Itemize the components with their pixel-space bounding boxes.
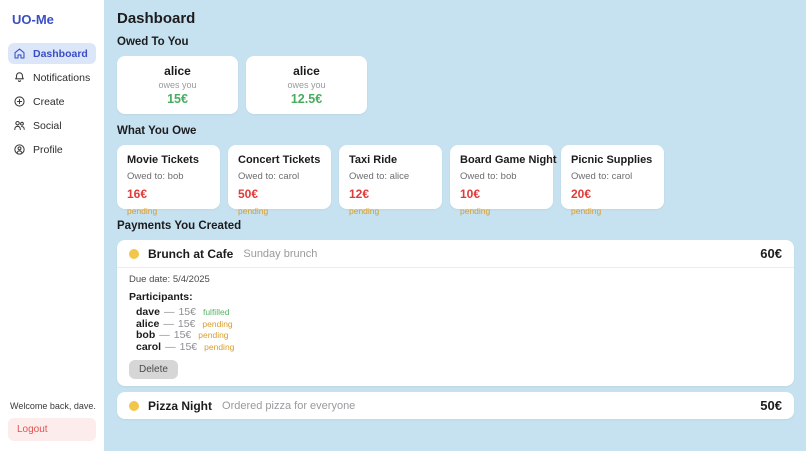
sidebar-item-profile[interactable]: Profile bbox=[8, 139, 96, 160]
debtor-name: alice bbox=[293, 64, 320, 78]
participant-amount: 15€ bbox=[178, 306, 196, 318]
owed-to-text: Owed to: bob bbox=[127, 171, 184, 182]
payment-description: Ordered pizza for everyone bbox=[222, 399, 356, 412]
owed-to-text: Owed to: carol bbox=[238, 171, 300, 182]
participant-row: dave — 15€ fulfilled bbox=[129, 306, 782, 319]
separator: — bbox=[163, 317, 174, 330]
participant-amount: 15€ bbox=[179, 340, 198, 353]
owe-title: Movie Tickets bbox=[127, 154, 199, 166]
separator: — bbox=[165, 340, 176, 353]
owed-amount: 15€ bbox=[167, 92, 188, 106]
debtor-name: alice bbox=[164, 64, 191, 78]
owed-to-text: Owed to: bob bbox=[460, 171, 517, 182]
welcome-message: Welcome back, dave. bbox=[10, 401, 96, 411]
owe-title: Taxi Ride bbox=[349, 154, 398, 166]
plus-circle-icon bbox=[13, 95, 26, 108]
separator: — bbox=[163, 306, 175, 318]
participant-status: pending bbox=[202, 318, 233, 329]
owed-to-you-card: alice owes you 12.5€ bbox=[246, 56, 367, 114]
participant-status: fulfilled bbox=[202, 307, 230, 317]
sidebar-item-social[interactable]: Social bbox=[8, 115, 96, 136]
due-date: Due date: 5/4/2025 bbox=[129, 274, 210, 285]
owes-you-label: owes you bbox=[158, 80, 197, 90]
separator: — bbox=[159, 329, 170, 341]
owe-amount: 16€ bbox=[127, 187, 148, 201]
owes-you-label: owes you bbox=[287, 80, 326, 90]
sidebar-item-label: Create bbox=[33, 95, 65, 108]
status-badge: pending bbox=[127, 206, 158, 216]
what-you-owe-heading: What You Owe bbox=[117, 125, 197, 137]
user-circle-icon bbox=[13, 143, 26, 156]
payments-created-heading: Payments You Created bbox=[117, 220, 242, 232]
pending-dot-icon bbox=[129, 248, 139, 259]
participant-name: carol bbox=[136, 340, 162, 353]
owe-card: Movie Tickets Owed to: bob 16€ pending bbox=[117, 145, 220, 216]
sidebar-item-create[interactable]: Create bbox=[8, 91, 96, 112]
owe-card: Concert Tickets Owed to: carol 50€ pendi… bbox=[228, 145, 331, 216]
sidebar-item-label: Social bbox=[33, 119, 62, 132]
payment-title: Pizza Night bbox=[148, 398, 213, 413]
sidebar-item-notifications[interactable]: Notifications bbox=[8, 67, 96, 88]
participant-amount: 15€ bbox=[173, 329, 192, 341]
logout-button[interactable]: Logout bbox=[8, 418, 96, 441]
payment-header-row[interactable]: Brunch at Cafe Sunday brunch 60€ bbox=[117, 240, 794, 267]
page-title: Dashboard bbox=[117, 10, 196, 27]
owe-title: Concert Tickets bbox=[238, 154, 321, 166]
payment-amount: 60€ bbox=[760, 246, 782, 261]
status-badge: pending bbox=[238, 206, 269, 216]
payment-card-brunch: Brunch at Cafe Sunday brunch 60€ Due dat… bbox=[117, 240, 794, 386]
payment-header-row[interactable]: Pizza Night Ordered pizza for everyone 5… bbox=[117, 392, 794, 419]
owe-amount: 12€ bbox=[349, 187, 370, 201]
status-badge: pending bbox=[571, 206, 602, 216]
sidebar-item-label: Profile bbox=[33, 143, 63, 156]
owe-title: Picnic Supplies bbox=[571, 154, 653, 166]
status-badge: pending bbox=[349, 206, 380, 216]
owed-to-you-list: alice owes you 15€ alice owes you 12.5€ bbox=[117, 56, 794, 114]
sidebar-nav: Dashboard Notifications bbox=[8, 43, 96, 160]
owe-card: Picnic Supplies Owed to: carol 20€ pendi… bbox=[561, 145, 664, 216]
payment-card-pizza: Pizza Night Ordered pizza for everyone 5… bbox=[117, 392, 794, 419]
owe-amount: 50€ bbox=[238, 187, 259, 201]
participant-row: alice — 15€ pending bbox=[129, 317, 782, 331]
owed-to-you-heading: Owed To You bbox=[117, 36, 189, 48]
sidebar: UO-Me Dashboard Notifications bbox=[0, 0, 104, 451]
participant-name: alice bbox=[136, 317, 160, 330]
owed-to-text: Owed to: alice bbox=[349, 171, 410, 182]
participant-amount: 15€ bbox=[177, 317, 196, 330]
pending-dot-icon bbox=[129, 400, 139, 411]
owed-to-you-card: alice owes you 15€ bbox=[117, 56, 238, 114]
participant-row: carol — 15€ pending bbox=[129, 340, 782, 354]
participant-name: bob bbox=[136, 329, 156, 341]
brand-logo[interactable]: UO-Me bbox=[12, 12, 54, 27]
delete-button[interactable]: Delete bbox=[129, 360, 178, 379]
payment-details: Due date: 5/4/2025 Participants: dave — … bbox=[117, 267, 794, 386]
main-content: Dashboard Owed To You alice owes you 15€… bbox=[104, 0, 806, 451]
owed-to-text: Owed to: carol bbox=[571, 171, 633, 182]
bell-icon bbox=[13, 71, 26, 84]
participant-row: bob — 15€ pending bbox=[129, 329, 782, 342]
sidebar-footer: Welcome back, dave. Logout bbox=[8, 401, 96, 441]
payment-description: Sunday brunch bbox=[243, 247, 318, 260]
owe-amount: 10€ bbox=[460, 187, 481, 201]
participant-status: pending bbox=[204, 341, 235, 352]
payment-title: Brunch at Cafe bbox=[148, 246, 234, 261]
participant-status: pending bbox=[198, 330, 229, 340]
status-badge: pending bbox=[460, 206, 491, 216]
owe-card: Taxi Ride Owed to: alice 12€ pending bbox=[339, 145, 442, 216]
what-you-owe-list: Movie Tickets Owed to: bob 16€ pending C… bbox=[117, 145, 794, 216]
owe-card: Board Game Night Owed to: bob 10€ pendin… bbox=[450, 145, 557, 216]
sidebar-item-dashboard[interactable]: Dashboard bbox=[8, 43, 96, 64]
home-icon bbox=[13, 47, 26, 60]
payment-amount: 50€ bbox=[760, 398, 782, 413]
users-icon bbox=[13, 119, 26, 132]
owed-amount: 12.5€ bbox=[290, 92, 323, 106]
participant-name: dave bbox=[136, 306, 160, 318]
sidebar-item-label: Notifications bbox=[33, 71, 91, 84]
participants-label: Participants: bbox=[129, 291, 193, 303]
owe-title: Board Game Night bbox=[460, 154, 557, 166]
sidebar-item-label: Dashboard bbox=[33, 47, 88, 60]
owe-amount: 20€ bbox=[571, 187, 592, 201]
